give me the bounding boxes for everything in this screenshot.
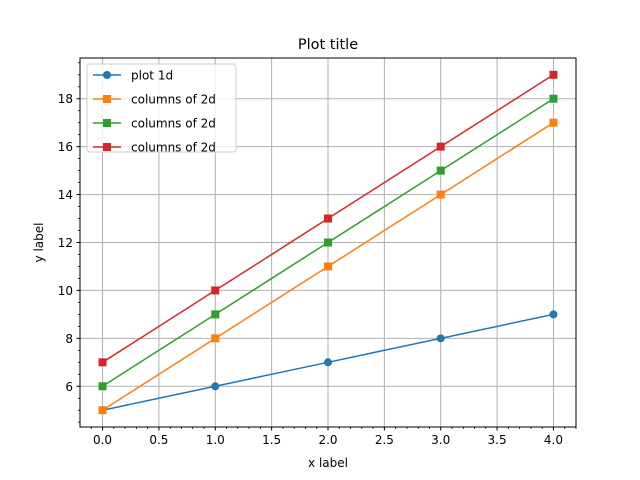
- x-tick-label: 2.0: [318, 433, 337, 447]
- legend-marker: [103, 143, 111, 151]
- legend-item-3: columns of 2d: [93, 117, 216, 131]
- ticks: 0.0 0.5 1.0 1.5 2.0 2.5 3.0 3.5 4.0 6 8 10 12 14 16 18: [58, 62, 577, 447]
- x-tick-label: 0.0: [93, 433, 112, 447]
- x-axis-label: x label: [308, 456, 348, 470]
- series-4: [98, 70, 558, 367]
- legend-marker: [103, 95, 111, 103]
- legend-label: columns of 2d: [131, 141, 216, 155]
- data-point: [549, 94, 558, 103]
- x-tick-label: 2.5: [375, 433, 394, 447]
- data-point: [436, 334, 445, 343]
- y-tick-label: 12: [58, 236, 73, 250]
- legend-item-2: columns of 2d: [93, 93, 216, 107]
- data-point: [211, 334, 220, 343]
- series-2: [98, 118, 558, 415]
- y-tick-label: 16: [58, 140, 73, 154]
- data-point: [436, 190, 445, 199]
- x-tick-label: 3.5: [488, 433, 507, 447]
- series-3: [98, 94, 558, 391]
- data-point: [98, 406, 107, 415]
- data-point: [211, 310, 220, 319]
- data-point: [324, 214, 332, 223]
- x-tick-label: 0.5: [149, 433, 168, 447]
- y-tick-label: 8: [65, 332, 73, 346]
- legend-marker: [103, 119, 111, 127]
- data-point: [211, 286, 220, 295]
- legend-item-1: plot 1d: [93, 69, 173, 83]
- legend-label: columns of 2d: [131, 93, 216, 107]
- legend-item-4: columns of 2d: [93, 141, 216, 155]
- y-tick-label: 18: [58, 92, 73, 106]
- x-tick-label: 1.0: [206, 433, 225, 447]
- legend-marker: [103, 71, 111, 79]
- y-tick-label: 10: [58, 284, 73, 298]
- data-point: [324, 262, 332, 271]
- data-point: [98, 382, 107, 391]
- legend-box: [86, 63, 237, 153]
- data-point: [549, 118, 558, 127]
- x-tick-label: 4.0: [544, 433, 563, 447]
- data-point: [436, 166, 445, 175]
- y-tick-label: 6: [65, 380, 73, 394]
- legend: plot 1d columns of 2d columns of 2d columns…: [86, 63, 237, 155]
- data-point: [211, 382, 220, 391]
- y-axis-label: y label: [32, 223, 46, 263]
- data-point: [324, 358, 332, 367]
- data-point: [549, 70, 558, 79]
- y-tick-label: 14: [58, 188, 73, 202]
- x-tick-label: 1.5: [262, 433, 281, 447]
- data-point: [98, 358, 107, 367]
- data-point: [324, 238, 332, 247]
- series-layer: [98, 70, 558, 415]
- legend-label: plot 1d: [131, 69, 173, 83]
- data-point: [436, 142, 445, 151]
- plot-title: Plot title: [298, 37, 358, 53]
- x-tick-label: 3.0: [431, 433, 450, 447]
- legend-label: columns of 2d: [131, 117, 216, 131]
- data-point: [549, 310, 558, 319]
